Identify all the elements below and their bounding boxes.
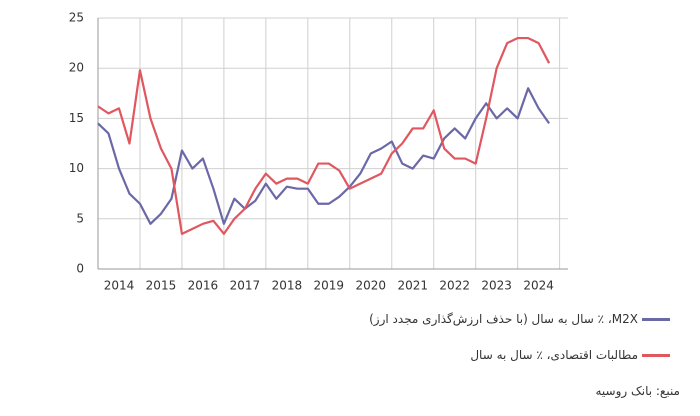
y-tick-label: 5 (76, 211, 84, 225)
y-tick-label: 10 (69, 161, 84, 175)
legend-swatch (642, 317, 670, 321)
x-tick-label: 2017 (230, 279, 261, 293)
y-tick-label: 25 (69, 11, 84, 25)
legend-label: M2X، ٪ سال به سال (با حذف ارزش‌گذاری مجد… (369, 312, 638, 326)
legend-label: مطالبات اقتصادی، ٪ سال به سال (470, 348, 638, 362)
x-tick-label: 2019 (314, 279, 345, 293)
legend-item: مطالبات اقتصادی، ٪ سال به سال (470, 348, 670, 362)
x-tick-label: 2023 (481, 279, 512, 293)
x-tick-label: 2018 (272, 279, 303, 293)
y-tick-label: 20 (69, 61, 84, 75)
series-line (97, 36, 551, 235)
x-tick-label: 2021 (397, 279, 428, 293)
source-note: منبع: بانک روسیه (595, 384, 680, 398)
x-tick-label: 2022 (439, 279, 470, 293)
x-tick-label: 2014 (104, 279, 135, 293)
y-tick-label: 0 (76, 262, 84, 276)
legend-swatch (642, 353, 670, 357)
legend-item: M2X، ٪ سال به سال (با حذف ارزش‌گذاری مجد… (369, 312, 670, 326)
y-tick-label: 15 (69, 111, 84, 125)
series-line (97, 87, 551, 225)
x-tick-label: 2016 (188, 279, 219, 293)
x-tick-label: 2015 (146, 279, 177, 293)
chart: 0 5 10 15 20 25 2014 2015 2016 2017 2018 2019 2020 20… (69, 11, 568, 293)
x-tick-label: 2020 (355, 279, 386, 293)
x-tick-label: 2024 (523, 279, 554, 293)
